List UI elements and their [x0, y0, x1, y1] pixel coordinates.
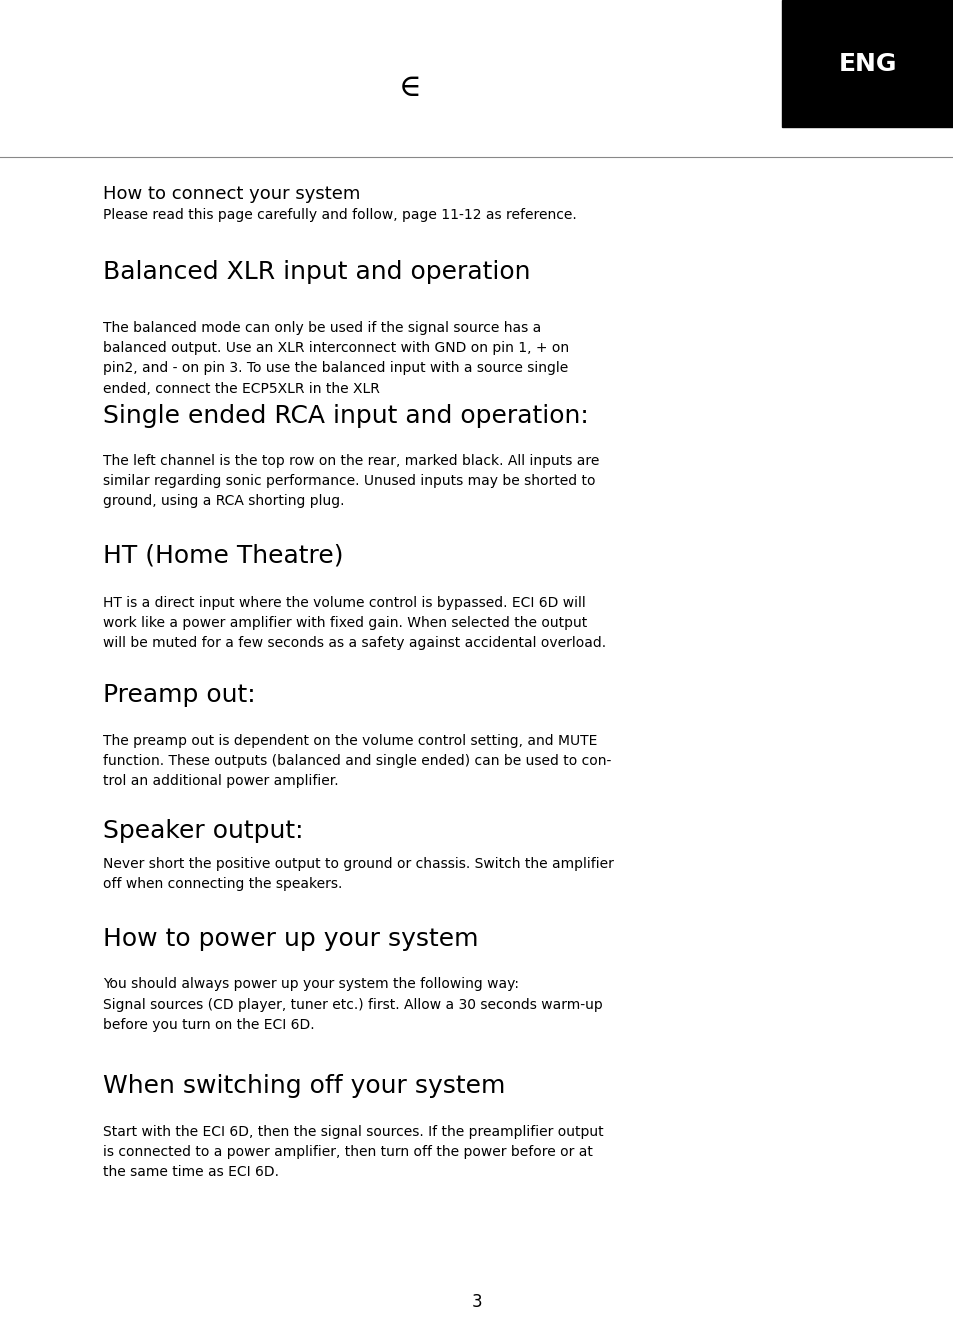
Text: HT (Home Theatre): HT (Home Theatre) [103, 544, 343, 568]
Text: How to connect your system: How to connect your system [103, 185, 360, 202]
Text: Please read this page carefully and follow, page 11-12 as reference.: Please read this page carefully and foll… [103, 208, 577, 221]
Text: Start with the ECI 6D, then the signal sources. If the preamplifier output
is co: Start with the ECI 6D, then the signal s… [103, 1125, 603, 1178]
Text: Preamp out:: Preamp out: [103, 683, 255, 707]
Text: You should always power up your system the following way:
Signal sources (CD pla: You should always power up your system t… [103, 977, 602, 1031]
Text: The preamp out is dependent on the volume control setting, and MUTE
function. Th: The preamp out is dependent on the volum… [103, 734, 611, 787]
Text: Speaker output:: Speaker output: [103, 819, 303, 844]
Text: ∈: ∈ [398, 71, 421, 103]
Text: 3: 3 [471, 1292, 482, 1311]
Text: Never short the positive output to ground or chassis. Switch the amplifier
off w: Never short the positive output to groun… [103, 857, 614, 890]
Text: HT is a direct input where the volume control is bypassed. ECI 6D will
work like: HT is a direct input where the volume co… [103, 596, 605, 649]
Bar [781, 0, 953, 127]
Text: The left channel is the top row on the rear, marked black. All inputs are
simila: The left channel is the top row on the r… [103, 454, 598, 507]
Text: Balanced XLR input and operation: Balanced XLR input and operation [103, 260, 530, 284]
Text: ENG: ENG [838, 52, 897, 75]
Text: The balanced mode can only be used if the signal source has a
balanced output. U: The balanced mode can only be used if th… [103, 321, 569, 395]
Text: How to power up your system: How to power up your system [103, 927, 478, 951]
Text: When switching off your system: When switching off your system [103, 1074, 505, 1098]
Text: Single ended RCA input and operation:: Single ended RCA input and operation: [103, 404, 588, 428]
